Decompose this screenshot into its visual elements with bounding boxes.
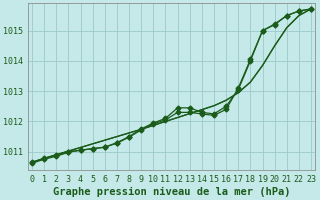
X-axis label: Graphe pression niveau de la mer (hPa): Graphe pression niveau de la mer (hPa) [53,186,290,197]
